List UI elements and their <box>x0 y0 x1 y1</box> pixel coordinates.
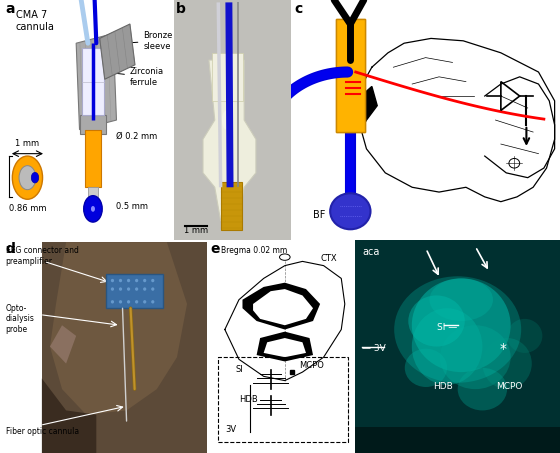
Ellipse shape <box>482 338 532 389</box>
Text: d: d <box>6 242 16 256</box>
Text: Ø 0.2 mm: Ø 0.2 mm <box>116 132 158 141</box>
Polygon shape <box>225 261 345 381</box>
Polygon shape <box>242 283 320 329</box>
Text: HDB: HDB <box>239 395 258 404</box>
Text: CPu: CPu <box>299 301 315 310</box>
Bar <box>82 48 104 115</box>
Bar <box>42 242 207 453</box>
Bar <box>335 19 365 132</box>
Text: MCPO: MCPO <box>497 382 523 391</box>
Text: 1 mm: 1 mm <box>15 140 40 149</box>
Circle shape <box>111 279 114 282</box>
Circle shape <box>135 287 138 291</box>
Circle shape <box>127 287 130 291</box>
Text: SI —: SI — <box>437 323 457 332</box>
Ellipse shape <box>408 295 465 347</box>
Text: Fiber optic cannula: Fiber optic cannula <box>6 428 79 436</box>
Ellipse shape <box>440 325 511 389</box>
Text: CTX: CTX <box>320 255 337 263</box>
Polygon shape <box>264 338 306 357</box>
Ellipse shape <box>412 308 482 385</box>
Bar <box>218 357 348 442</box>
Circle shape <box>222 111 231 130</box>
Polygon shape <box>356 39 554 202</box>
Polygon shape <box>76 34 116 130</box>
Circle shape <box>151 300 155 304</box>
Circle shape <box>119 287 122 291</box>
Circle shape <box>91 206 95 212</box>
Text: 0.5 mm: 0.5 mm <box>116 202 148 211</box>
Circle shape <box>143 279 146 282</box>
Bar <box>221 183 242 231</box>
Bar <box>335 19 365 132</box>
Text: SI: SI <box>235 365 243 374</box>
Circle shape <box>135 279 138 282</box>
Text: Opto-
dialysis
probe: Opto- dialysis probe <box>6 304 35 334</box>
Bar <box>356 240 560 453</box>
Ellipse shape <box>405 349 447 387</box>
Text: Zirconia
ferrule: Zirconia ferrule <box>109 67 164 87</box>
Circle shape <box>84 196 102 222</box>
Bar <box>356 428 560 453</box>
Text: Bronze
sleeve: Bronze sleeve <box>127 31 172 51</box>
Circle shape <box>31 173 39 183</box>
Text: CMA 7
cannula: CMA 7 cannula <box>16 10 54 32</box>
Text: c: c <box>294 2 302 16</box>
Text: b: b <box>176 2 186 16</box>
Text: 3V: 3V <box>225 425 236 434</box>
Text: 0.86 mm: 0.86 mm <box>9 204 46 213</box>
Text: Bregma 0.02 mm: Bregma 0.02 mm <box>221 246 288 255</box>
Circle shape <box>151 279 155 282</box>
Circle shape <box>135 300 138 304</box>
Circle shape <box>127 300 130 304</box>
Bar <box>85 130 101 187</box>
Polygon shape <box>253 289 313 325</box>
Text: a: a <box>6 2 15 16</box>
Polygon shape <box>50 325 76 364</box>
Ellipse shape <box>458 368 507 410</box>
Bar <box>212 53 243 101</box>
Text: EEG connector and
preamplifier: EEG connector and preamplifier <box>6 246 78 266</box>
Circle shape <box>330 193 371 229</box>
Circle shape <box>127 279 130 282</box>
Polygon shape <box>42 379 96 453</box>
Circle shape <box>111 300 114 304</box>
Text: — 3V: — 3V <box>362 344 386 353</box>
Ellipse shape <box>412 279 511 372</box>
Text: e: e <box>211 242 220 256</box>
Polygon shape <box>356 87 377 130</box>
Text: MCPO: MCPO <box>299 361 324 370</box>
Polygon shape <box>50 242 187 414</box>
Circle shape <box>143 300 146 304</box>
Circle shape <box>12 156 43 199</box>
Text: BF: BF <box>312 211 325 221</box>
Bar <box>88 187 98 197</box>
Bar <box>106 274 163 308</box>
Text: aca: aca <box>362 247 380 257</box>
Text: *: * <box>500 342 507 356</box>
Circle shape <box>119 279 122 282</box>
Circle shape <box>151 287 155 291</box>
Circle shape <box>19 166 36 190</box>
Circle shape <box>111 287 114 291</box>
Bar <box>81 115 105 135</box>
Ellipse shape <box>394 276 521 383</box>
Circle shape <box>143 287 146 291</box>
Text: HDB: HDB <box>433 382 452 391</box>
Text: 1 mm: 1 mm <box>184 226 208 235</box>
Circle shape <box>119 300 122 304</box>
Polygon shape <box>100 24 135 79</box>
Ellipse shape <box>430 279 493 321</box>
Polygon shape <box>203 60 256 221</box>
Polygon shape <box>256 332 313 361</box>
Ellipse shape <box>507 319 542 353</box>
